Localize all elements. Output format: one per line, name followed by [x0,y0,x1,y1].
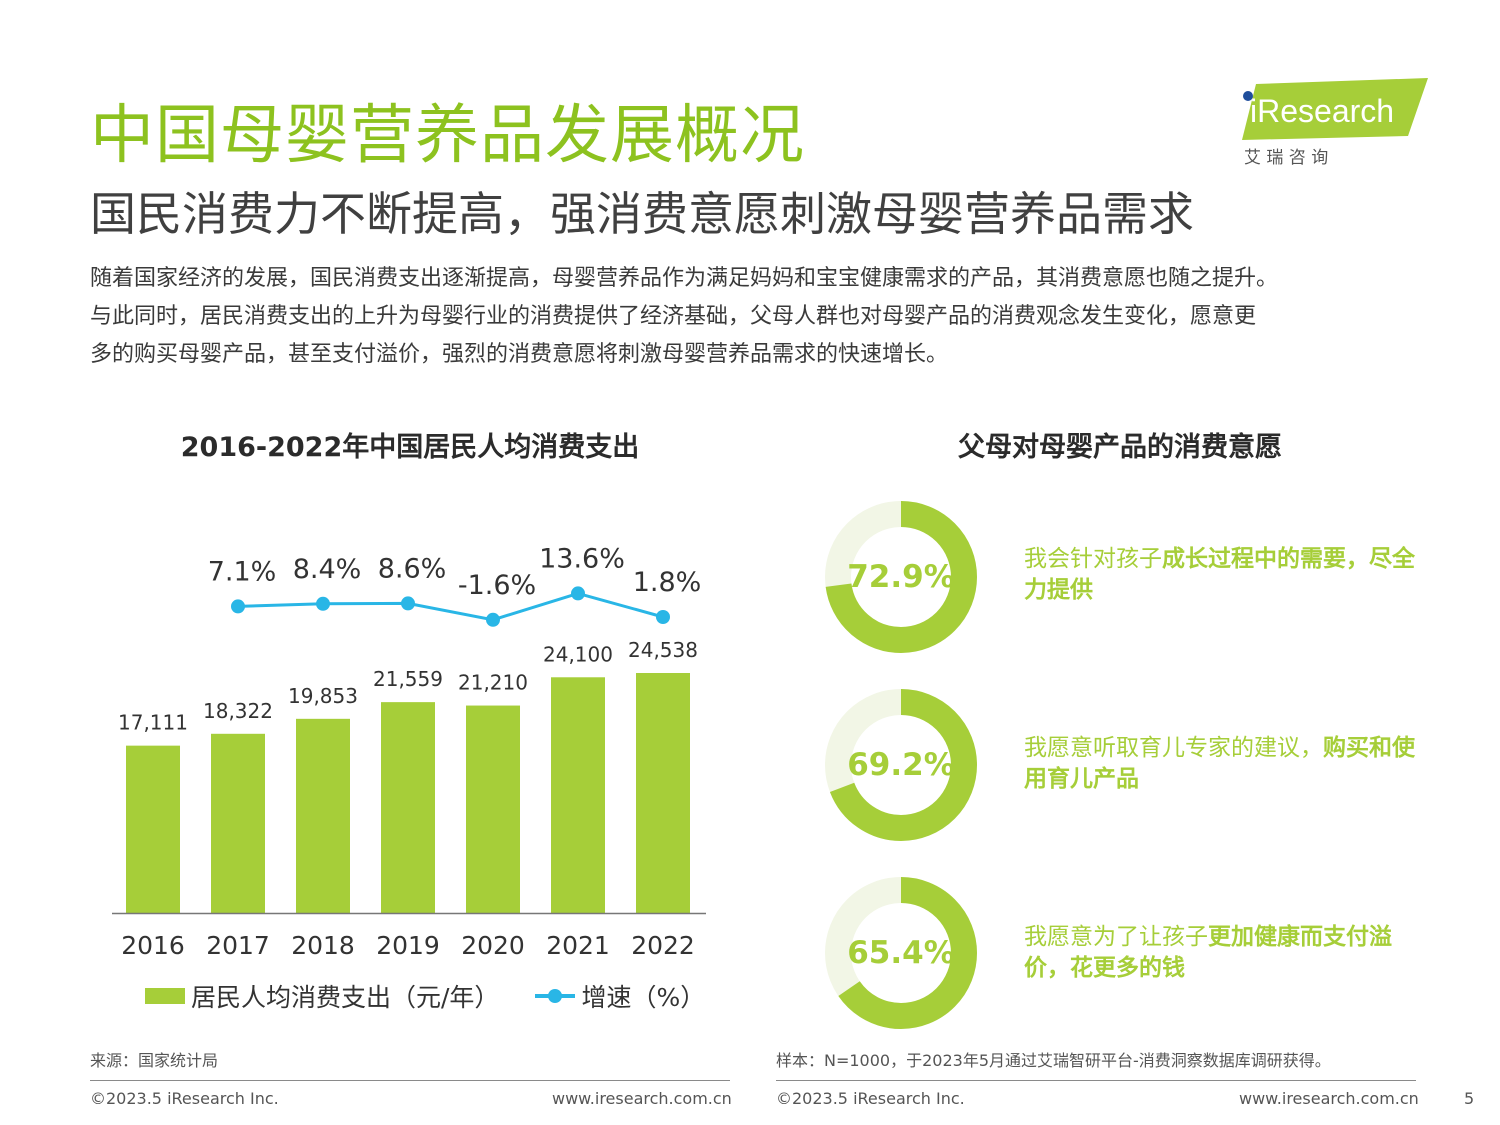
intro-line: 与此同时，居民消费支出的上升为母婴行业的消费提供了经济基础，父母人群也对母婴产品… [90,304,1257,329]
legend-bar-label: 居民人均消费支出（元/年） [191,983,500,1012]
consumption-bar-line-chart: 17,111 2016 18,322 2017 19,853 2018 21,559 2019… [112,543,706,960]
bar-2017 [211,733,265,913]
page-title: 中国母婴营养品发展概况 [90,99,805,173]
bar-value-label: 21,559 [373,667,443,691]
statement-bold: 成长过程中的需要，尽全力提供 [1024,546,1415,603]
website-link-left[interactable]: www.iresearch.com.cn [552,1089,732,1108]
x-tick-label: 2020 [461,931,525,960]
donut-value-arc [825,501,977,653]
donut-value-arc [825,689,977,841]
donut-value-label: 72.9% [847,559,955,595]
bar-2020 [466,705,520,913]
statement-bold: 购买和使用育儿产品 [1024,735,1415,792]
donut-value-arc [825,877,977,1029]
legend-bar-swatch [145,988,185,1004]
page-number: 5 [1464,1089,1475,1108]
growth-label: -1.6% [458,570,536,601]
x-tick-label: 2022 [631,931,695,960]
donut-chart-2: 69.2% [822,686,980,844]
copyright-left: ©2023.5 iResearch Inc. [90,1089,279,1108]
willingness-statement-3: 我愿意为了让孩子更加健康而支付溢价，花更多的钱 [1024,922,1434,984]
bar-2021 [551,677,605,913]
legend-line-swatch [535,989,576,1003]
x-tick-label: 2019 [376,931,440,960]
growth-point [231,599,245,614]
sample-note: 样本：N=1000，于2023年5月通过艾瑞智研平台-消费洞察数据库调研获得。 [776,1051,1331,1070]
growth-line [237,591,664,622]
website-link-right[interactable]: www.iresearch.com.cn [1239,1089,1419,1108]
growth-label: 8.4% [293,554,362,585]
intro-paragraph: 随着国家经济的发展，国民消费支出逐渐提高，母婴营养品作为满足妈妈和宝宝健康需求的… [90,260,1430,374]
bar-value-label: 21,210 [458,671,528,695]
consumption-chart-title: 2016-2022年中国居民人均消费支出 [180,432,640,463]
legend-line-label: 增速（%） [581,983,706,1012]
donut-value-label: 69.2% [847,747,955,783]
copyright-right: ©2023.5 iResearch Inc. [776,1089,965,1108]
page-subtitle: 国民消费力不断提高，强消费意愿刺激母婴营养品需求 [90,187,1194,241]
bar-value-label: 24,538 [628,638,698,662]
footer-divider [90,1080,730,1081]
bar-2022 [636,673,690,913]
bar-value-label: 18,322 [203,699,273,723]
donut-value-label: 65.4% [847,935,955,971]
growth-label: 1.8% [633,567,702,598]
bar-value-label: 17,111 [118,711,188,735]
footer-divider [776,1080,1416,1081]
source-note: 来源：国家统计局 [90,1051,219,1070]
x-tick-label: 2017 [206,931,270,960]
statement-plain: 我愿意为了让孩子 [1024,924,1208,950]
growth-label: 13.6% [539,543,625,574]
chart-legend: 居民人均消费支出（元/年） 增速（%） [145,978,705,1014]
x-tick-label: 2021 [546,931,610,960]
growth-point [656,610,670,624]
willingness-chart-title: 父母对母婴产品的消费意愿 [958,432,1282,463]
statement-bold: 更加健康而支付溢价，花更多的钱 [1024,924,1392,981]
bar-value-label: 19,853 [288,684,358,708]
svg-text:艾 瑞 咨 询: 艾 瑞 咨 询 [1244,148,1328,168]
bar-2016 [126,745,180,913]
growth-label: 8.6% [378,553,447,584]
growth-point [401,596,415,611]
donut-chart-3: 65.4% [822,874,980,1032]
intro-line: 多的购买母婴产品，甚至支付溢价，强烈的消费意愿将刺激母婴营养品需求的快速增长。 [90,342,949,367]
growth-label: 7.1% [208,556,277,587]
willingness-statement-2: 我愿意听取育儿专家的建议，购买和使用育儿产品 [1024,733,1434,795]
statement-plain: 我会针对孩子 [1024,546,1162,572]
bar-value-label: 24,100 [543,642,613,666]
growth-point [316,596,330,611]
bar-2018 [296,718,350,913]
svg-text:iResearch: iResearch [1250,93,1394,129]
donut-chart-1: 72.9% [822,498,980,656]
intro-line: 随着国家经济的发展，国民消费支出逐渐提高，母婴营养品作为满足妈妈和宝宝健康需求的… [90,266,1279,291]
willingness-statement-1: 我会针对孩子成长过程中的需要，尽全力提供 [1024,544,1434,606]
x-tick-label: 2018 [291,931,355,960]
bar-2019 [381,702,435,913]
x-tick-label: 2016 [121,931,185,960]
statement-plain: 我愿意听取育儿专家的建议， [1024,735,1323,761]
growth-point [571,586,585,601]
growth-point [486,612,500,627]
iresearch-logo: iResearch 艾 瑞 咨 询 [1238,78,1428,168]
